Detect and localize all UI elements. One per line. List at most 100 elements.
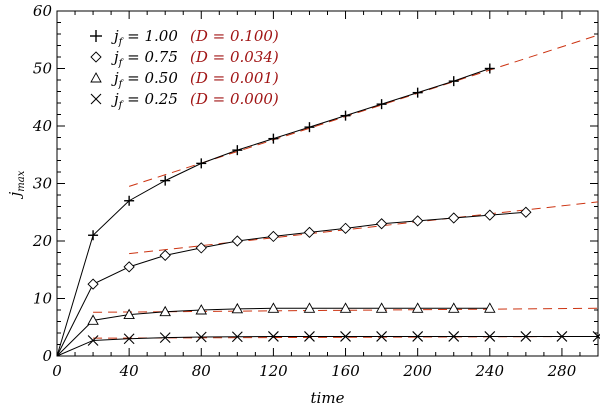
- cross-marker-b: [87, 335, 99, 346]
- plus-marker: [196, 158, 207, 169]
- diamond-marker: [267, 230, 280, 243]
- y-tick-label: 50: [33, 60, 53, 78]
- cross-marker: [159, 332, 171, 343]
- series-line: [56, 335, 598, 357]
- legend-label-main: j: [111, 90, 119, 108]
- diamond-marker: [90, 51, 102, 63]
- cross-marker-b: [484, 331, 496, 342]
- legend-label-value: = 0.75: [122, 48, 178, 66]
- diamond-marker: [339, 222, 352, 234]
- y-tick-label: 10: [33, 290, 53, 308]
- legend-item: jf = 0.75 (D = 0.034): [90, 48, 279, 69]
- diamond-marker: [159, 249, 171, 262]
- x-tick-label: 240: [474, 362, 504, 380]
- diamond-marker: [123, 261, 135, 273]
- cross-marker-b: [412, 331, 424, 342]
- cross-marker: [268, 331, 279, 342]
- legend-label: jf = 0.75: [111, 48, 178, 69]
- cross-marker: [304, 331, 315, 342]
- y-tick-label: 0: [42, 347, 52, 365]
- triangle-marker: [87, 314, 99, 325]
- triangle-marker: [447, 302, 460, 313]
- triangle-marker: [375, 302, 388, 313]
- fit-line: [93, 307, 599, 313]
- legend-label-sub: f: [118, 79, 125, 90]
- plus-marker: [90, 30, 102, 42]
- legend-item: jf = 1.00 (D = 0.100): [90, 27, 279, 48]
- cross-marker: [412, 331, 424, 342]
- diamond-marker: [412, 215, 424, 227]
- cross-marker: [123, 333, 135, 345]
- legend-label-value: = 0.50: [122, 69, 178, 87]
- diamond-marker: [231, 235, 243, 247]
- cross-marker-b: [268, 331, 279, 342]
- cross-marker: [520, 331, 532, 342]
- plus-marker: [124, 195, 135, 206]
- cross-marker-b: [195, 331, 207, 343]
- triangle-marker: [159, 305, 171, 317]
- legend-label-main: j: [111, 48, 119, 66]
- cross-marker-b: [123, 333, 135, 345]
- cross-marker: [376, 331, 387, 342]
- diamond-marker: [195, 242, 207, 254]
- x-axis-title: time: [311, 389, 345, 407]
- cross-marker-b: [304, 331, 315, 342]
- diamond-marker: [303, 226, 316, 239]
- plus-marker: [448, 76, 459, 87]
- y-axis-title: jmax: [6, 170, 27, 199]
- legend-d-value: (D = 0.000): [190, 90, 279, 108]
- y-tick-label: 20: [32, 232, 53, 250]
- plus-marker: [484, 63, 495, 74]
- x-tick-label: 200: [402, 362, 432, 380]
- legend: jf = 1.00 (D = 0.100)jf = 0.75 (D = 0.034)…: [90, 27, 279, 111]
- plus-marker: [376, 99, 387, 110]
- cross-marker-b: [448, 331, 460, 342]
- diamond-marker: [520, 206, 532, 218]
- triangle-marker: [411, 302, 424, 313]
- triangle-marker: [90, 72, 102, 83]
- diamond-marker: [484, 209, 496, 221]
- cross-marker: [87, 335, 99, 346]
- legend-label: jf = 1.00: [111, 27, 178, 48]
- cross-marker-b: [90, 93, 102, 105]
- diamond-marker: [375, 218, 388, 230]
- x-tick-label: 0: [52, 362, 62, 380]
- triangle-marker: [231, 302, 244, 314]
- triangle-marker: [123, 308, 135, 320]
- cross-marker-b: [520, 331, 532, 342]
- y-axis-title-sub: max: [16, 170, 27, 191]
- axis-ticks: [56, 10, 599, 357]
- cross-marker-b: [159, 332, 171, 343]
- diamond-marker: [87, 278, 99, 290]
- triangle-marker: [195, 304, 208, 315]
- legend-label-sub: f: [118, 100, 125, 111]
- legend-d-value: (D = 0.034): [190, 48, 279, 66]
- plus-marker: [88, 230, 99, 241]
- plus-marker: [160, 175, 171, 186]
- fit-line: [129, 201, 599, 255]
- series-markers: [87, 63, 600, 346]
- tick-labels: 0 40 80 120 160 200 240 280 0 10 20 30 40 50 60: [32, 2, 577, 380]
- x-tick-label: 40: [119, 362, 140, 380]
- diamond-marker: [448, 212, 460, 224]
- triangle-marker: [339, 302, 352, 313]
- legend-label-main: j: [111, 27, 119, 45]
- cross-marker-b: [592, 333, 600, 342]
- y-axis-title-main: j: [6, 191, 24, 199]
- plus-marker: [232, 145, 243, 156]
- legend-d-value: (D = 0.100): [190, 27, 279, 45]
- triangle-marker: [484, 302, 496, 313]
- legend-label: jf = 0.50: [111, 69, 178, 90]
- series-line: [56, 68, 490, 357]
- triangle-marker: [267, 302, 280, 313]
- legend-d-value: (D = 0.001): [190, 69, 279, 87]
- cross-marker: [231, 331, 243, 343]
- legend-item: jf = 0.25 (D = 0.000): [90, 90, 279, 111]
- y-tick-label: 60: [33, 2, 53, 20]
- x-tick-label: 120: [259, 362, 288, 380]
- legend-label: jf = 0.25: [111, 90, 178, 111]
- cross-marker: [340, 331, 351, 342]
- cross-marker-b: [231, 331, 243, 343]
- series-lines: [56, 68, 598, 357]
